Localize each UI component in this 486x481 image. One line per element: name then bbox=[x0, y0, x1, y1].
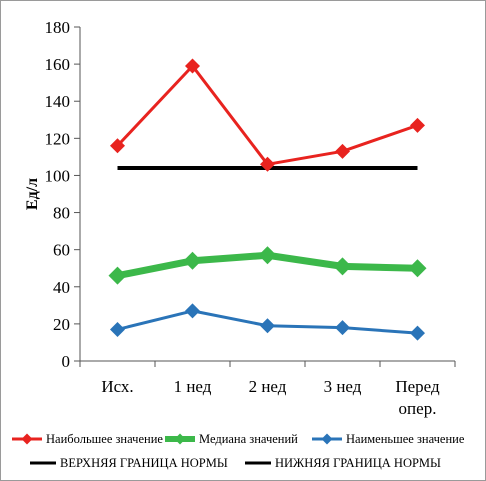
data-point bbox=[183, 251, 202, 270]
legend-label: Наибольшее значение bbox=[46, 432, 163, 446]
y-tick-label: 80 bbox=[53, 204, 70, 223]
legend-label: ВЕРХНЯЯ ГРАНИЦА НОРМЫ bbox=[60, 456, 228, 470]
data-point bbox=[335, 320, 350, 336]
y-tick-label: 100 bbox=[45, 166, 71, 185]
x-tick-label: 1 нед bbox=[174, 377, 212, 396]
y-tick-label: 0 bbox=[62, 352, 71, 371]
data-point bbox=[110, 321, 125, 337]
y-tick-label: 140 bbox=[45, 92, 71, 111]
y-tick-label: 180 bbox=[45, 18, 71, 37]
data-point bbox=[408, 259, 427, 278]
data-point bbox=[108, 266, 127, 285]
data-point bbox=[185, 58, 200, 74]
y-tick-label: 60 bbox=[53, 241, 70, 260]
data-point bbox=[258, 246, 277, 265]
data-point bbox=[410, 325, 425, 341]
x-tick-label: Перед bbox=[395, 377, 440, 396]
legend-label: НИЖНЯЯ ГРАНИЦА НОРМЫ bbox=[275, 456, 441, 470]
legend-swatch-marker bbox=[321, 433, 333, 445]
series-line bbox=[116, 64, 418, 166]
x-tick-label: Исх. bbox=[101, 377, 133, 396]
data-point bbox=[260, 156, 275, 172]
data-point bbox=[110, 138, 125, 154]
legend-swatch-marker bbox=[174, 433, 186, 445]
x-tick-label: 3 нед bbox=[324, 377, 362, 396]
data-point bbox=[333, 257, 352, 276]
data-point bbox=[260, 318, 275, 334]
data-point bbox=[185, 303, 200, 319]
y-tick-label: 20 bbox=[53, 315, 70, 334]
y-tick-label: 40 bbox=[53, 278, 70, 297]
x-tick-label: опер. bbox=[399, 399, 437, 418]
legend-swatch-marker bbox=[21, 433, 33, 445]
y-tick-label: 160 bbox=[45, 55, 71, 74]
y-axis-label: Ед/л bbox=[24, 178, 41, 210]
data-point bbox=[335, 143, 350, 159]
y-tick-label: 120 bbox=[45, 129, 71, 148]
legend-label: Медиана значений bbox=[199, 432, 298, 446]
x-tick-label: 2 нед bbox=[249, 377, 287, 396]
data-point bbox=[410, 117, 425, 133]
legend-label: Наименьшее значение bbox=[346, 432, 465, 446]
